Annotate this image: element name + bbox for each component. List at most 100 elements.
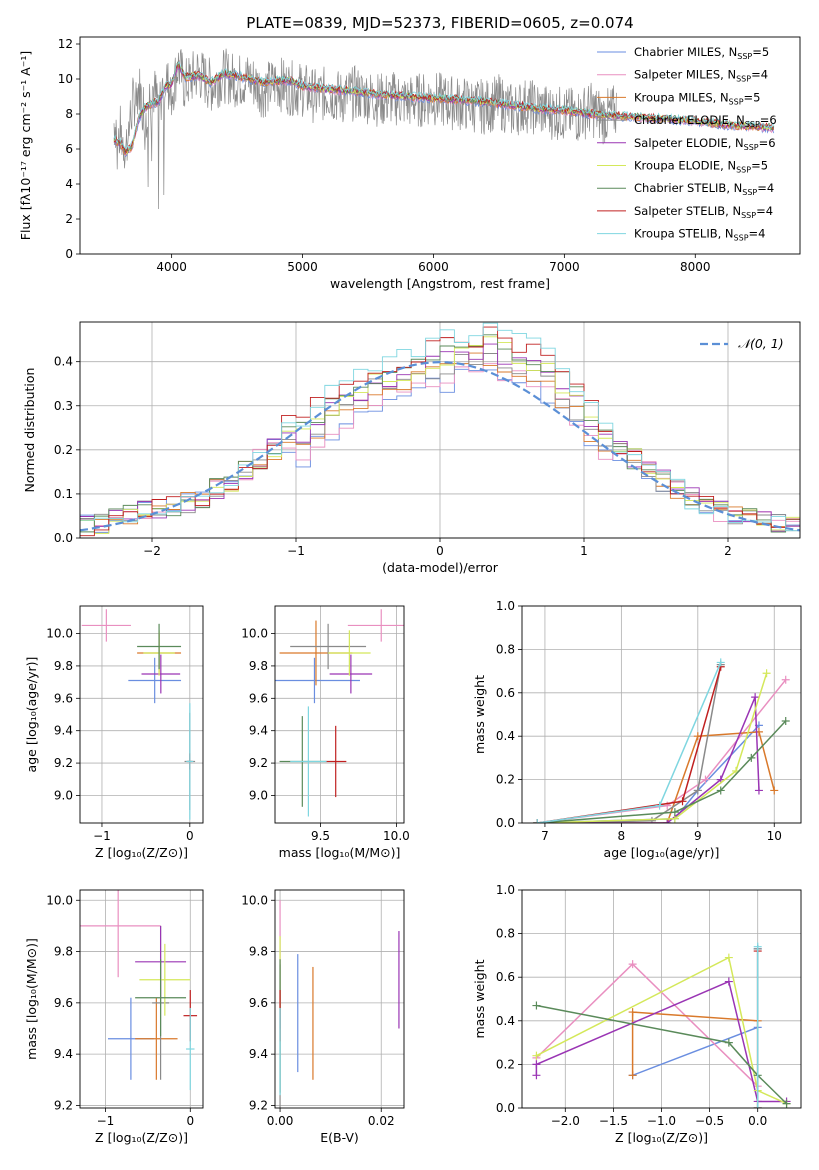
y-tick-label: 0.6 [496, 686, 515, 700]
y-tick-label: 9.2 [54, 756, 73, 770]
x-tick-label: 0 [436, 544, 444, 558]
errorbar-point [290, 623, 367, 670]
y-tick-label: 0.2 [54, 443, 73, 457]
y-tick-label: 10.0 [241, 627, 268, 641]
y-tick-label: 9.2 [249, 756, 268, 770]
mass-vs-EBV-plot [279, 900, 400, 1108]
hist-chabrier-stelib [80, 334, 800, 533]
x-tick-label: 0.02 [368, 1114, 395, 1128]
x-tick-label: −2.0 [551, 1114, 580, 1128]
spectrum-frame [79, 36, 801, 255]
weight-marker [532, 1071, 541, 1080]
y-tick-label: 9.4 [54, 1047, 73, 1061]
weight-marker [532, 1060, 541, 1069]
weight-marker [724, 1038, 733, 1047]
y-tick-label: 9.8 [249, 945, 268, 959]
weight-marker [532, 1001, 541, 1010]
y-tick-label: 0.8 [496, 927, 515, 941]
x-tick-label: 7000 [549, 260, 580, 274]
legend-label: Salpeter MILES, NSSP=4 [634, 68, 768, 84]
x-axis-label: age [log₁₀(age/yr)] [604, 845, 720, 860]
y-tick-label: 9.2 [54, 1098, 73, 1112]
mass-vs-EBV-frame [274, 889, 405, 1109]
x-tick-label: 4000 [156, 260, 187, 274]
weight-marker [628, 960, 637, 969]
y-axis-label: Flux [fλ10⁻¹⁷ erg cm⁻² s⁻¹ A⁻¹] [18, 51, 33, 240]
age-vs-mass-frame [274, 605, 405, 824]
weight-marker [724, 977, 733, 986]
errorbar-point [275, 657, 360, 704]
y-tick-label: 0.2 [496, 1057, 515, 1071]
y-tick-label: 0.0 [54, 531, 73, 545]
weight-line-salpeter-stelib [537, 666, 722, 823]
errorbar-point [139, 943, 191, 1016]
legend-label: Chabrier STELIB, NSSP=4 [634, 181, 774, 197]
y-tick-label: 0.6 [496, 970, 515, 984]
y-tick-label: 4 [65, 177, 73, 191]
legend-label: Kroupa ELODIE, NSSP=5 [634, 159, 768, 175]
errorbar-point [137, 623, 182, 670]
mass-vs-EBV-axes: 0.00 0.02 9.2 9.4 9.6 9.8 10.0 E(B-V) [241, 890, 404, 1145]
age-vs-mass-plot [275, 609, 404, 817]
weight-marker [716, 786, 725, 795]
y-tick-label: 9.4 [249, 724, 268, 738]
errorbar-point [186, 1007, 195, 1091]
y-axis-label: mass [log₁₀(M/M⊙)] [24, 938, 39, 1060]
weight-vs-age-frame [521, 605, 802, 824]
hist-chabrier-elodie [80, 353, 800, 532]
x-axis-label: Z [log₁₀(Z/Z⊙)] [615, 1130, 708, 1145]
y-tick-label: 9.6 [249, 691, 268, 705]
legend-label: 𝒩(0, 1) [738, 336, 784, 351]
weight-vs-Z-axes: −2.0 −1.5 −1.0 −0.5 0.0 0.0 0.2 0.4 0.6 0.8 1.0 Z [… [472, 883, 801, 1145]
y-tick-label: 0.8 [496, 642, 515, 656]
mass-vs-Z-axes: −1 0 9.2 9.4 9.6 9.8 10.0 Z [log₁₀(Z/Z⊙)] mass [… [24, 890, 203, 1145]
legend-label: Salpeter STELIB, NSSP=4 [634, 204, 773, 220]
y-tick-label: 9.4 [54, 724, 73, 738]
y-axis-label: age [log₁₀(age/yr)] [24, 657, 39, 773]
errorbar-point [347, 609, 404, 642]
y-tick-label: 0.3 [54, 399, 73, 413]
weight-marker [754, 786, 763, 795]
weight-marker [751, 693, 760, 702]
hist-kroupa-elodie [80, 336, 800, 534]
x-tick-label: 6000 [418, 260, 449, 274]
data-spectrum [113, 48, 618, 210]
weight-marker [724, 953, 733, 962]
spectrum-plot [113, 48, 775, 210]
y-tick-label: 9.2 [249, 1098, 268, 1112]
weight-line-kroupa-miles [537, 731, 775, 823]
x-tick-label: 9 [694, 829, 702, 843]
errorbar-point [141, 654, 181, 694]
y-tick-label: 9.8 [249, 659, 268, 673]
x-tick-label: 8000 [680, 260, 711, 274]
y-tick-label: 1.0 [496, 599, 515, 613]
legend-label: Kroupa STELIB, NSSP=4 [634, 227, 765, 243]
x-axis-label: Z [log₁₀(Z/Z⊙)] [95, 1130, 188, 1145]
errorbar-point [81, 609, 131, 642]
x-tick-label: −1 [93, 829, 111, 843]
x-tick-label: −2 [143, 544, 161, 558]
weight-marker [532, 1051, 541, 1060]
x-tick-label: 0.00 [267, 1114, 294, 1128]
errorbar-point [325, 725, 347, 798]
y-tick-label: 0.4 [496, 1014, 515, 1028]
y-axis-label: mass weight [472, 959, 487, 1038]
y-tick-label: 0.1 [54, 487, 73, 501]
errorbar-point [128, 657, 182, 704]
y-tick-label: 0.2 [496, 773, 515, 787]
weight-marker [678, 797, 687, 806]
y-tick-label: 9.6 [54, 996, 73, 1010]
y-tick-label: 6 [65, 142, 73, 156]
residuals-frame [79, 321, 801, 539]
weight-marker [670, 808, 679, 817]
x-tick-label: 1 [580, 544, 588, 558]
weight-vs-age-plot [533, 658, 790, 823]
y-tick-label: 9.4 [249, 1047, 268, 1061]
y-tick-label: 0.0 [496, 816, 515, 830]
legend-label: Salpeter ELODIE, NSSP=6 [634, 136, 776, 152]
x-tick-label: 7 [541, 829, 549, 843]
x-tick-label: 10 [767, 829, 782, 843]
y-tick-label: 0.0 [496, 1101, 515, 1115]
